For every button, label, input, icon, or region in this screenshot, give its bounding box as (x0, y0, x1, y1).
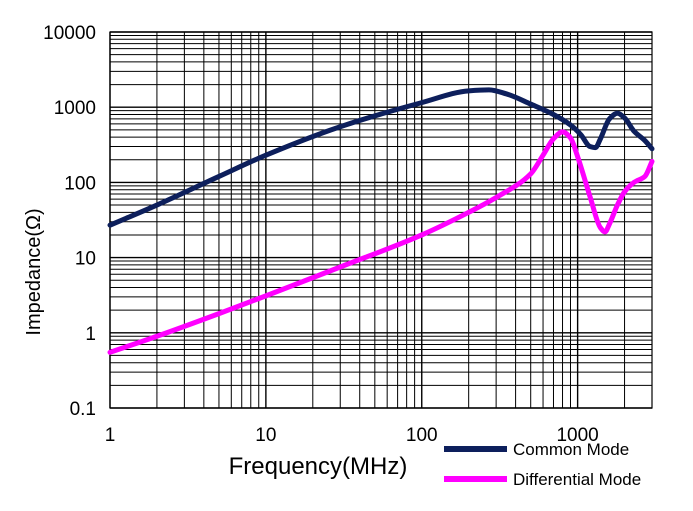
y-tick-label: 10 (75, 249, 96, 270)
y-tick-label: 1 (85, 324, 96, 345)
legend-label-common-mode: Common Mode (513, 440, 629, 459)
plot-border (109, 31, 653, 409)
tick-labels: 1 10 100 1000 0.1 1 10 100 1000 10000 (43, 23, 599, 446)
x-tick-label: 100 (406, 425, 438, 446)
y-tick-label: 0.1 (70, 399, 96, 420)
common-mode-line (107, 87, 655, 228)
differential-mode-line (107, 129, 655, 355)
y-tick-label: 100 (64, 173, 96, 194)
legend-label-differential-mode: Differential Mode (513, 470, 641, 489)
y-tick-label: 1000 (54, 98, 96, 119)
x-tick-label: 1 (105, 425, 116, 446)
x-tick-label: 10 (255, 425, 276, 446)
legend: Common Mode Differential Mode (444, 440, 641, 489)
series-layer (107, 87, 655, 355)
x-axis-label: Frequency(MHz) (229, 453, 408, 480)
y-tick-label: 10000 (43, 23, 96, 44)
y-axis-label: Impedance(Ω) (23, 208, 45, 335)
x-tick-label: 1000 (556, 425, 598, 446)
